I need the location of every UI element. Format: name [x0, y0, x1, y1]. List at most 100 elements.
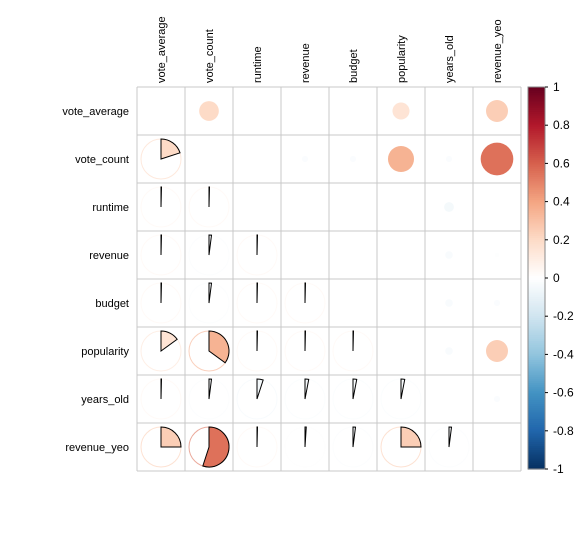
colorbar-segment	[528, 291, 545, 294]
colorbar-segment	[528, 258, 545, 262]
corr-circle	[392, 102, 410, 120]
colorbar-segment	[528, 425, 545, 428]
colorbar-segment	[528, 354, 545, 357]
colorbar-segment	[528, 337, 545, 340]
colorbar-tick-label: -0.6	[553, 386, 574, 400]
corr-pie	[160, 330, 178, 352]
colorbar-segment	[528, 463, 545, 466]
colorbar-segment	[528, 318, 545, 321]
colorbar-segment	[528, 151, 545, 155]
colorbar-segment	[528, 106, 545, 109]
colorbar-segment	[528, 268, 545, 271]
colorbar-segment	[528, 373, 545, 377]
colorbar-segment	[528, 226, 545, 229]
colorbar-segment	[528, 136, 545, 140]
colorbar-segment	[528, 142, 545, 145]
colorbar-segment	[528, 232, 545, 235]
colorbar-segment	[528, 109, 545, 113]
colorbar-segment	[528, 335, 545, 338]
colorbar-segment	[528, 293, 545, 296]
colorbar-segment	[528, 438, 545, 441]
corr-pie	[304, 426, 307, 448]
colorbar-segment	[528, 195, 545, 199]
colorbar-segment	[528, 251, 545, 254]
colorbar-segment	[528, 119, 545, 122]
colorbar-segment	[528, 465, 545, 468]
corr-circle	[445, 299, 453, 307]
colorbar-segment	[528, 358, 545, 361]
colorbar-segment	[528, 111, 545, 115]
colorbar-segment	[528, 440, 545, 443]
colorbar-tick-label: 0.8	[553, 118, 570, 132]
colorbar-segment	[528, 108, 545, 111]
colorbar-segment	[528, 384, 545, 388]
colorbar-segment	[528, 371, 545, 375]
colorbar-segment	[528, 205, 545, 208]
colorbar-segment	[528, 153, 545, 157]
colorbar-tick-label: -1	[553, 462, 564, 476]
corr-circle	[301, 155, 309, 163]
colorbar-segment	[528, 121, 545, 124]
colorbar-segment	[528, 446, 545, 449]
colorbar-segment	[528, 365, 545, 369]
corr-circle	[480, 142, 514, 176]
colorbar-segment	[528, 342, 545, 346]
colorbar-segment	[528, 165, 545, 168]
colorbar-segment	[528, 308, 545, 312]
colorbar-segment	[528, 138, 545, 142]
colorbar-segment	[528, 186, 545, 189]
colorbar-segment	[528, 249, 545, 252]
corr-circle	[486, 340, 508, 362]
column-label: vote_average	[156, 16, 168, 83]
row-label: years_old	[81, 394, 129, 406]
colorbar-segment	[528, 188, 545, 191]
column-label: popularity	[396, 35, 408, 83]
colorbar-segment	[528, 241, 545, 245]
colorbar-segment	[528, 442, 545, 445]
colorbar-segment	[528, 316, 545, 319]
colorbar-segment	[528, 190, 545, 193]
corr-pie	[256, 426, 259, 448]
colorbar-segment	[528, 161, 545, 164]
colorbar-segment	[528, 377, 545, 380]
colorbar-segment	[528, 417, 545, 420]
colorbar-segment	[528, 243, 545, 247]
colorbar-segment	[528, 363, 545, 367]
colorbar-segment	[528, 413, 545, 417]
colorbar-segment	[528, 320, 545, 323]
corr-pie	[256, 378, 264, 400]
colorbar-segment	[528, 289, 545, 292]
column-label: revenue_yeo	[492, 19, 504, 83]
colorbar-segment	[528, 235, 545, 239]
colorbar-segment	[528, 129, 545, 132]
column-label: budget	[348, 49, 360, 83]
colorbar-segment	[528, 155, 545, 159]
colorbar-segment	[528, 255, 545, 258]
colorbar-segment	[528, 419, 545, 422]
colorbar-segment	[528, 344, 545, 348]
colorbar-segment	[528, 449, 545, 453]
corr-pie	[208, 282, 213, 304]
colorbar-segment	[528, 409, 545, 413]
corr-circle	[445, 251, 453, 259]
colorbar-segment	[528, 178, 545, 182]
colorbar-tick-label: 0.2	[553, 233, 570, 247]
colorbar-segment	[528, 321, 545, 325]
colorbar-tick-label: -0.4	[553, 347, 574, 361]
colorbar-segment	[528, 352, 545, 355]
corr-pie	[160, 426, 182, 448]
colorbar-segment	[528, 193, 545, 197]
colorbar-segment	[528, 312, 545, 315]
corr-pie	[400, 378, 406, 400]
colorbar: 1 0.8 0.6 0.4 0.2 0 -0.2 -0.4 -0.6 -0.8 -1	[527, 80, 574, 476]
corr-circle	[387, 145, 415, 173]
colorbar-segment	[528, 341, 545, 344]
colorbar-segment	[528, 130, 545, 134]
colorbar-segment	[528, 209, 545, 212]
colorbar-segment	[528, 304, 545, 308]
colorbar-segment	[528, 174, 545, 178]
colorbar-segment	[528, 407, 545, 411]
corr-circle	[199, 101, 219, 121]
colorbar-tick-label: 0.4	[553, 195, 570, 209]
